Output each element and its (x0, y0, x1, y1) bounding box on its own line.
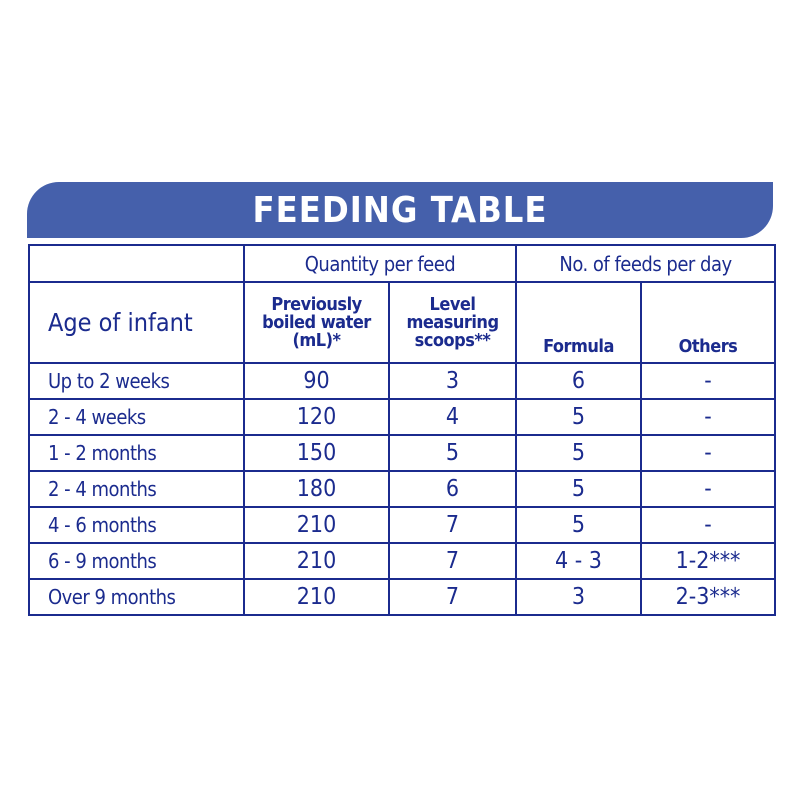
age-cell: 2 - 4 weeks (28, 398, 245, 436)
water-header-line: boiled water (262, 311, 371, 333)
others-header: Others (640, 281, 776, 364)
others-cell: - (640, 362, 776, 400)
table-row: 6 - 9 months 210 7 4 - 3 1-2*** (28, 542, 776, 580)
age-cell: 1 - 2 months (28, 434, 245, 472)
formula-cell: 5 (515, 398, 642, 436)
formula-cell: 5 (515, 470, 642, 508)
water-cell: 120 (243, 398, 390, 436)
table-row: 4 - 6 months 210 7 5- (28, 506, 776, 544)
feeding-table: Quantity per feed No. of feeds per day A… (28, 244, 776, 616)
table-row: 2 - 4 months 180 6 5- (28, 470, 776, 508)
table-row: Over 9 months 210 7 3 2-3*** (28, 578, 776, 616)
water-cell: 90 (243, 362, 390, 400)
formula-cell: 5 (515, 506, 642, 544)
others-cell: - (640, 470, 776, 508)
empty-header-cell (28, 244, 245, 283)
scoops-cell: 7 (388, 542, 517, 580)
others-cell: - (640, 506, 776, 544)
formula-cell: 3 (515, 578, 642, 616)
others-cell: - (640, 398, 776, 436)
age-cell: 2 - 4 months (28, 470, 245, 508)
formula-cell: 5 (515, 434, 642, 472)
formula-header: Formula (515, 281, 642, 364)
others-cell: 2-3*** (640, 578, 776, 616)
water-header-line: Previously (271, 293, 362, 315)
scoops-cell: 7 (388, 578, 517, 616)
age-cell: Over 9 months (28, 578, 245, 616)
scoops-header-line: scoops** (414, 329, 491, 351)
age-cell: 6 - 9 months (28, 542, 245, 580)
scoops-cell: 7 (388, 506, 517, 544)
age-header: Age of infant (28, 281, 245, 364)
column-header-row: Age of infant Previously boiled water (m… (28, 281, 776, 364)
quantity-group-header: Quantity per feed (243, 244, 517, 283)
others-cell: - (640, 434, 776, 472)
scoops-header: Level measuring scoops** (388, 281, 517, 364)
scoops-cell: 5 (388, 434, 517, 472)
table-title: FEEDING TABLE (252, 189, 548, 231)
formula-cell: 4 - 3 (515, 542, 642, 580)
water-cell: 210 (243, 506, 390, 544)
formula-cell: 6 (515, 362, 642, 400)
table-row: 1 - 2 months 150 5 5- (28, 434, 776, 472)
scoops-header-line: measuring (406, 311, 499, 333)
age-cell: Up to 2 weeks (28, 362, 245, 400)
water-header: Previously boiled water (mL)* (243, 281, 390, 364)
age-cell: 4 - 6 months (28, 506, 245, 544)
water-cell: 210 (243, 542, 390, 580)
water-header-line: (mL)* (292, 329, 341, 351)
group-header-row: Quantity per feed No. of feeds per day (28, 244, 776, 283)
water-cell: 210 (243, 578, 390, 616)
title-banner: FEEDING TABLE (27, 182, 773, 238)
scoops-cell: 6 (388, 470, 517, 508)
water-cell: 150 (243, 434, 390, 472)
scoops-cell: 4 (388, 398, 517, 436)
water-cell: 180 (243, 470, 390, 508)
table-row: Up to 2 weeks 90 3 6- (28, 362, 776, 400)
feeds-group-header: No. of feeds per day (515, 244, 776, 283)
scoops-cell: 3 (388, 362, 517, 400)
scoops-header-line: Level (429, 293, 476, 315)
table-row: 2 - 4 weeks 120 4 5- (28, 398, 776, 436)
others-cell: 1-2*** (640, 542, 776, 580)
